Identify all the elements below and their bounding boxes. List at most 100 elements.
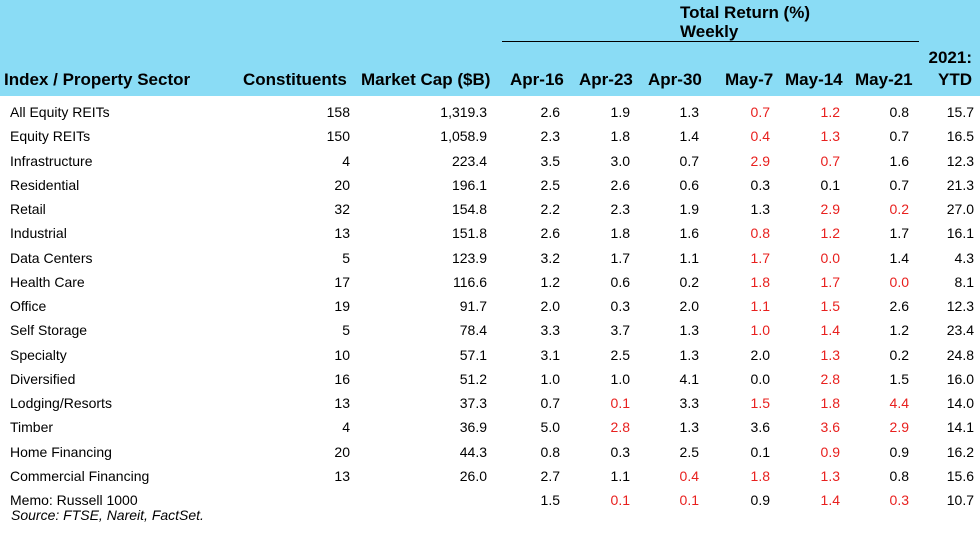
- cell-ytd: 12.3: [946, 152, 974, 169]
- cell-ytd: 16.1: [946, 225, 974, 242]
- cell-apr16: 2.7: [540, 467, 560, 484]
- cell-apr23: 1.8: [610, 225, 630, 242]
- table-row: Retail 32 154.8 2.2 2.3 1.9 1.3 2.9 0.2 27.0: [0, 198, 980, 222]
- cell-apr30: 1.4: [679, 128, 699, 145]
- cell-constituents: 5: [342, 322, 350, 339]
- cell-apr16: 3.2: [540, 249, 560, 266]
- cell-market-cap: 36.9: [459, 419, 487, 436]
- table-row: Health Care 17 116.6 1.2 0.6 0.2 1.8 1.7 0.0 8.1: [0, 271, 980, 295]
- cell-market-cap: 151.8: [451, 225, 487, 242]
- cell-apr16: 2.6: [540, 104, 560, 120]
- table-row: Infrastructure 4 223.4 3.5 3.0 0.7 2.9 0.7 1.6 12…: [0, 150, 980, 174]
- table-header: Total Return (%) Weekly 2021: Index / Pr…: [0, 0, 980, 96]
- cell-apr30: 1.6: [679, 225, 699, 242]
- table-row: Lodging/Resorts 13 37.3 0.7 0.1 3.3 1.5 1.8 4.4 1…: [0, 392, 980, 416]
- cell-may7: 1.0: [750, 322, 770, 339]
- table-row: Equity REITs 150 1,058.9 2.3 1.8 1.4 0.4 1.3 0.7…: [0, 125, 980, 149]
- cell-may21: 1.6: [889, 152, 909, 169]
- cell-apr30: 0.6: [679, 176, 699, 193]
- cell-may21: 1.7: [889, 225, 909, 242]
- cell-may21: 0.0: [889, 273, 909, 290]
- cell-may21: 1.2: [889, 322, 909, 339]
- cell-apr16: 3.1: [540, 346, 560, 363]
- sector-name: Self Storage: [10, 322, 88, 339]
- cell-may21: 2.9: [889, 419, 909, 436]
- cell-may7: 2.0: [750, 346, 770, 363]
- cell-apr16: 1.0: [540, 370, 560, 387]
- col-head-may14: May-14: [785, 70, 843, 89]
- cell-apr23: 1.8: [610, 128, 630, 145]
- cell-constituents: 20: [334, 176, 350, 193]
- cell-ytd: 8.1: [954, 273, 974, 290]
- cell-apr30: 1.3: [679, 104, 699, 120]
- cell-may14: 0.1: [820, 176, 840, 193]
- cell-may7: 1.1: [750, 298, 770, 314]
- cell-ytd: 4.3: [954, 249, 974, 266]
- cell-market-cap: 37.3: [459, 395, 487, 411]
- cell-apr23: 3.7: [610, 322, 630, 339]
- cell-market-cap: 1,319.3: [440, 104, 487, 120]
- table-row: Residential 20 196.1 2.5 2.6 0.6 0.3 0.1 0.7 21.3: [0, 174, 980, 198]
- cell-constituents: 16: [334, 370, 350, 387]
- cell-ytd: 23.4: [946, 322, 974, 339]
- cell-apr16: 2.2: [540, 201, 560, 217]
- cell-may7: 0.9: [750, 492, 770, 508]
- table-row: All Equity REITs 158 1,319.3 2.6 1.9 1.3 0.7 1.…: [0, 101, 980, 125]
- cell-may21: 2.6: [889, 298, 909, 314]
- table-row: Commercial Financing 13 26.0 2.7 1.1 0.4 1.8 1.…: [0, 465, 980, 489]
- cell-constituents: 17: [334, 273, 350, 290]
- col-head-ytd: YTD: [938, 70, 972, 89]
- cell-may14: 0.9: [820, 443, 840, 460]
- source-note: Source: FTSE, Nareit, FactSet.: [11, 507, 204, 523]
- cell-apr16: 2.0: [540, 298, 560, 314]
- cell-may21: 0.2: [889, 346, 909, 363]
- cell-apr23: 0.3: [610, 443, 630, 460]
- sector-name: Equity REITs: [10, 128, 91, 145]
- cell-may14: 1.3: [820, 128, 840, 145]
- sector-name: Diversified: [10, 370, 76, 387]
- cell-market-cap: 154.8: [451, 201, 487, 217]
- col-head-market-cap: Market Cap ($B): [361, 70, 491, 89]
- cell-may14: 1.8: [820, 395, 840, 411]
- cell-apr23: 0.3: [610, 298, 630, 314]
- cell-apr23: 1.7: [610, 249, 630, 266]
- cell-ytd: 16.0: [946, 370, 974, 387]
- cell-may21: 1.4: [889, 249, 909, 266]
- sector-name: Specialty: [10, 346, 67, 363]
- col-head-apr16: Apr-16: [510, 70, 564, 89]
- cell-may7: 3.6: [750, 419, 770, 436]
- cell-ytd: 15.6: [946, 467, 974, 484]
- cell-ytd: 14.0: [946, 395, 974, 411]
- table-row: Industrial 13 151.8 2.6 1.8 1.6 0.8 1.2 1.7 16.1: [0, 222, 980, 246]
- cell-apr30: 0.2: [679, 273, 699, 290]
- cell-constituents: 4: [342, 419, 350, 436]
- cell-apr16: 3.5: [540, 152, 560, 169]
- col-head-may7: May-7: [725, 70, 774, 89]
- col-head-may21: May-21: [855, 70, 913, 89]
- cell-ytd: 21.3: [946, 176, 974, 193]
- cell-may14: 2.9: [820, 201, 840, 217]
- cell-may21: 0.7: [889, 176, 909, 193]
- cell-may21: 0.8: [889, 104, 909, 120]
- table-row: Home Financing 20 44.3 0.8 0.3 2.5 0.1 0.9 0.9 16…: [0, 441, 980, 465]
- sector-name: All Equity REITs: [10, 104, 110, 120]
- cell-constituents: 32: [334, 201, 350, 217]
- cell-may14: 1.4: [820, 322, 840, 339]
- sector-name: Data Centers: [10, 249, 93, 266]
- sector-name: Infrastructure: [10, 152, 93, 169]
- total-return-title: Total Return (%): [679, 3, 810, 22]
- cell-may14: 1.7: [820, 273, 840, 290]
- cell-apr23: 1.9: [610, 104, 630, 120]
- cell-apr16: 1.5: [540, 492, 560, 508]
- cell-apr23: 0.1: [610, 395, 630, 411]
- cell-constituents: 150: [326, 128, 350, 145]
- cell-apr16: 3.3: [540, 322, 560, 339]
- cell-may7: 1.8: [750, 467, 770, 484]
- cell-apr30: 4.1: [679, 370, 699, 387]
- cell-market-cap: 116.6: [453, 273, 487, 290]
- cell-apr16: 5.0: [540, 419, 560, 436]
- cell-apr23: 1.0: [610, 370, 630, 387]
- ytd-year-label: 2021:: [928, 48, 972, 67]
- cell-may21: 0.8: [889, 467, 909, 484]
- cell-constituents: 10: [334, 346, 350, 363]
